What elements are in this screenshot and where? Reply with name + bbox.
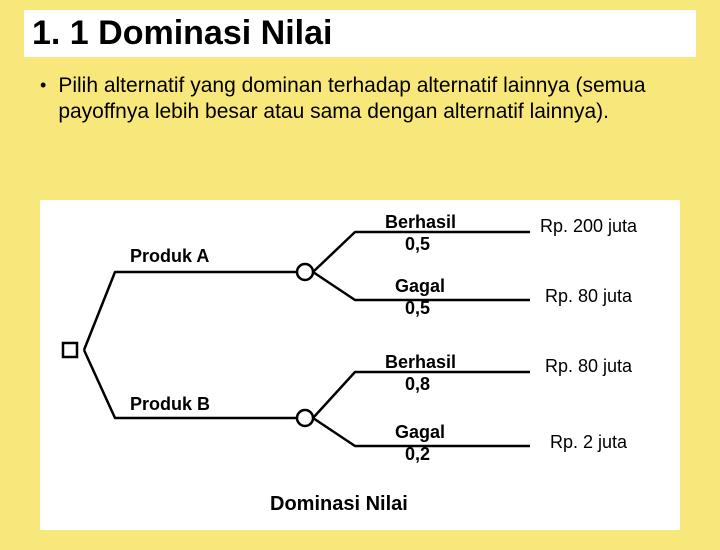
svg-text:Gagal: Gagal	[395, 422, 445, 442]
svg-text:Rp. 2 juta: Rp. 2 juta	[550, 432, 628, 452]
bullet-block: • Pilih alternatif yang dominan terhadap…	[40, 73, 680, 126]
svg-text:0,8: 0,8	[405, 374, 430, 394]
svg-text:0,5: 0,5	[405, 298, 430, 318]
svg-text:Rp. 80 juta: Rp. 80 juta	[545, 356, 633, 376]
svg-text:Produk A: Produk A	[130, 246, 209, 266]
svg-text:Rp. 80 juta: Rp. 80 juta	[545, 286, 633, 306]
svg-text:Berhasil: Berhasil	[385, 352, 456, 372]
svg-text:Produk B: Produk B	[130, 394, 210, 414]
svg-text:0,5: 0,5	[405, 234, 430, 254]
svg-text:Gagal: Gagal	[395, 276, 445, 296]
svg-text:Dominasi Nilai: Dominasi Nilai	[270, 493, 408, 515]
svg-text:Rp. 200 juta: Rp. 200 juta	[540, 216, 638, 236]
bullet-dot: •	[40, 73, 46, 126]
page-title: 1. 1 Dominasi Nilai	[32, 14, 688, 53]
svg-text:Berhasil: Berhasil	[385, 212, 456, 232]
title-bar: 1. 1 Dominasi Nilai	[24, 10, 696, 57]
decision-tree-svg: Produk ABerhasil0,5Rp. 200 jutaGagal0,5R…	[40, 200, 680, 530]
svg-text:0,2: 0,2	[405, 444, 430, 464]
bullet-text: Pilih alternatif yang dominan terhadap a…	[58, 73, 680, 126]
decision-tree-diagram: Produk ABerhasil0,5Rp. 200 jutaGagal0,5R…	[40, 200, 680, 530]
